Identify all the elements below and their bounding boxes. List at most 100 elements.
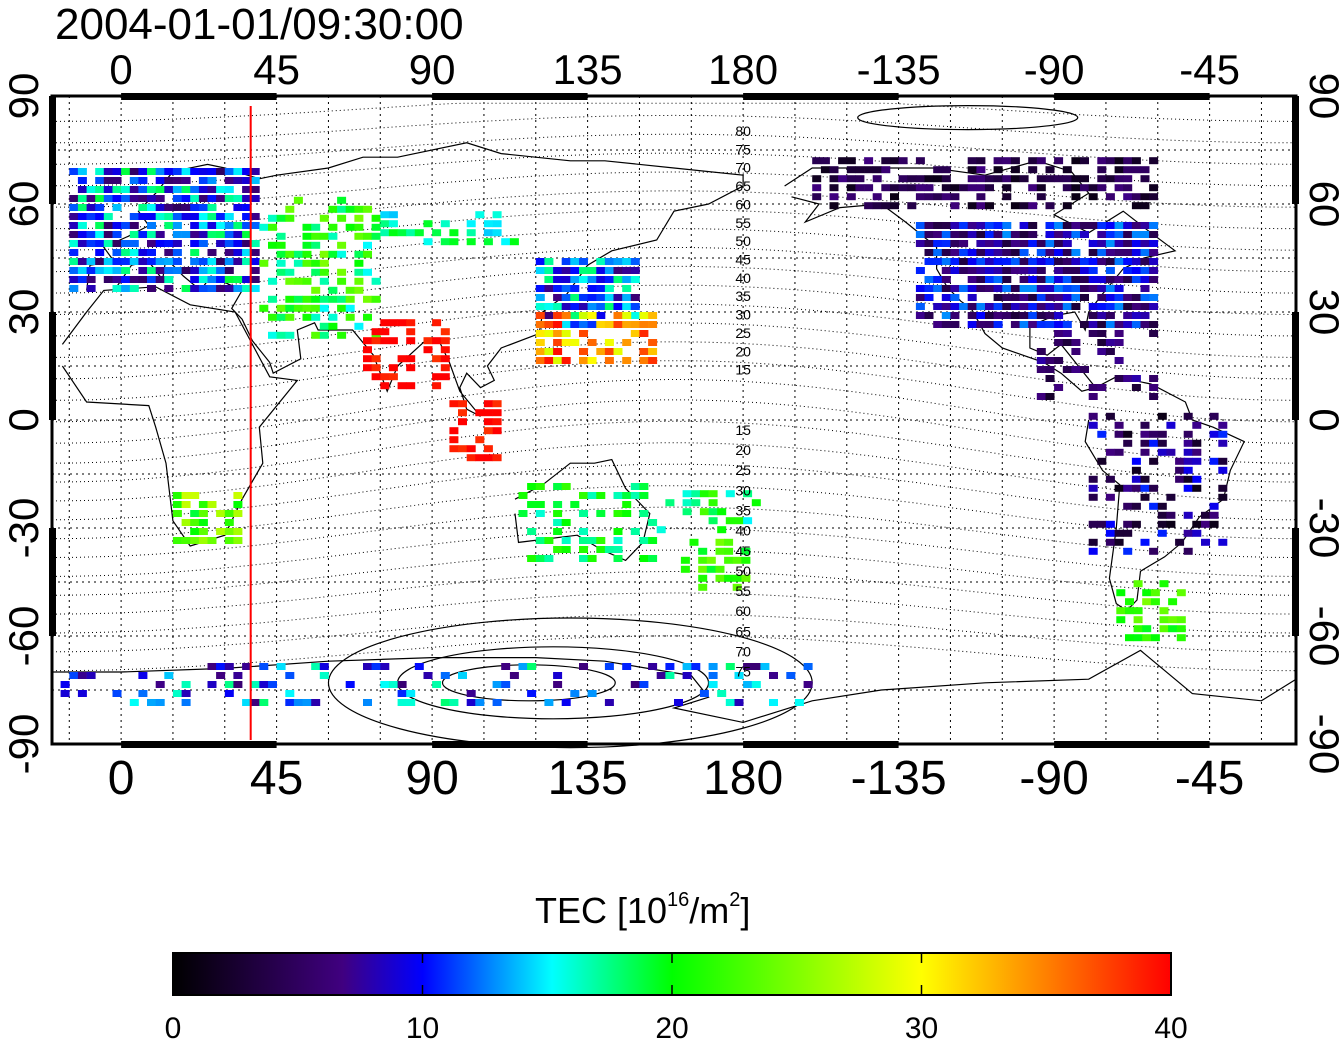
tec-cell (535, 312, 545, 319)
tec-cell (950, 249, 960, 256)
tec-cell (172, 186, 182, 193)
tec-cell (406, 337, 416, 345)
tec-cell (561, 312, 571, 319)
tec-cell (293, 699, 303, 706)
tec-cell (397, 355, 407, 363)
tec-cell (397, 699, 407, 706)
tec-cell (1045, 231, 1055, 238)
tec-cell (1088, 484, 1098, 492)
tec-cell (475, 409, 485, 417)
tec-cell (587, 339, 597, 346)
tec-cell (604, 663, 614, 670)
tec-cell (172, 249, 182, 256)
tec-cell (147, 276, 156, 283)
tec-cell (492, 220, 502, 228)
tec-cell (915, 285, 925, 292)
tec-cell (207, 537, 217, 544)
tec-cell (440, 699, 450, 706)
tec-cell (553, 672, 563, 679)
tec-cell (103, 240, 113, 247)
tec-cell (363, 663, 372, 670)
tec-cell (1149, 258, 1159, 265)
tec-cell (190, 492, 200, 499)
tec-cell (164, 186, 174, 193)
tec-cell (293, 304, 303, 312)
tec-cell (302, 241, 312, 249)
tec-cell (483, 445, 493, 453)
tec-cell (553, 285, 563, 292)
axis-bar-left (49, 312, 56, 420)
tec-cell (380, 382, 390, 390)
tec-cell (648, 312, 658, 319)
tec-cell (1010, 240, 1020, 247)
tec-cell (328, 322, 338, 330)
tec-cell (1045, 249, 1055, 256)
tec-cell (1097, 430, 1107, 438)
tec-cell (112, 285, 122, 292)
tec-cell (648, 519, 658, 526)
tec-cell (1131, 321, 1141, 328)
contour-labels: 8075706560555045403530252015152025303540… (735, 123, 751, 680)
tec-cell (1116, 616, 1126, 624)
tec-cell (69, 258, 79, 265)
tec-cell (872, 166, 882, 174)
tec-cell (535, 501, 545, 508)
tec-cell (319, 214, 329, 222)
tec-cell (604, 357, 614, 364)
contour-pole-loop (857, 104, 1079, 131)
contour-label: 60 (735, 196, 751, 212)
tec-cell (138, 177, 148, 184)
tec-cell (337, 277, 347, 285)
tec-cell (302, 250, 312, 258)
tec-cell (164, 285, 174, 292)
tec-cell (1105, 312, 1115, 319)
tec-cell (138, 204, 148, 211)
tec-cell (915, 193, 925, 201)
tec-cell (198, 267, 208, 274)
tec-cell (570, 285, 580, 292)
contour-label: 70 (735, 644, 751, 660)
tec-cell (665, 499, 675, 507)
tec-cell (1114, 339, 1124, 346)
tec-cell (976, 157, 986, 165)
tec-cell (501, 663, 511, 670)
tec-cell (967, 166, 977, 174)
tec-cell (155, 276, 165, 283)
tec-cell (976, 231, 986, 238)
tec-cell (1176, 625, 1186, 633)
tec-cell (613, 492, 623, 499)
tec-cell (492, 454, 502, 462)
tec-cell (250, 267, 260, 274)
tec-cell (724, 556, 734, 564)
tec-cell (242, 186, 252, 193)
tec-cell (311, 331, 321, 339)
tec-cell (1105, 520, 1115, 528)
tec-cell (1131, 466, 1141, 474)
tec-cell (1054, 267, 1064, 274)
tec-cell (1123, 258, 1133, 265)
tec-cell (622, 267, 632, 274)
tec-cell (337, 331, 347, 339)
tec-cell (1080, 175, 1089, 183)
tec-cell (898, 184, 908, 192)
tec-cell (492, 681, 502, 688)
tec-cell (242, 222, 252, 229)
tec-cell (1105, 249, 1115, 256)
tec-cell (1140, 448, 1150, 456)
tec-cell (69, 195, 79, 202)
tec-cell (587, 276, 597, 283)
tec-cell (1131, 384, 1141, 391)
tec-cell (674, 699, 683, 706)
tec-cell (112, 195, 122, 202)
y-tick-right: -60 (1301, 606, 1344, 667)
tec-cell (1201, 520, 1210, 528)
tec-cell (1140, 249, 1150, 256)
tec-cell (449, 436, 459, 444)
tec-cell (535, 258, 545, 265)
tec-cell (311, 663, 321, 670)
tec-cell (993, 303, 1003, 310)
tec-cell (1002, 193, 1012, 201)
tec-cell (1045, 375, 1055, 382)
tec-cell (751, 663, 761, 670)
tec-cell (604, 339, 614, 346)
